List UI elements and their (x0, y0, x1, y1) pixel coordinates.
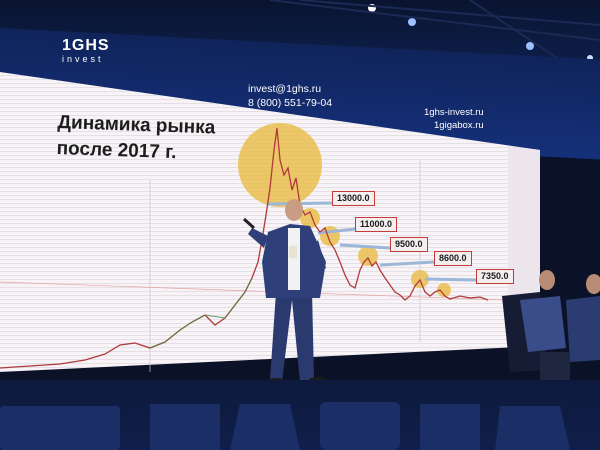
price-tag-9500: 9500.0 (390, 237, 428, 252)
price-tag-8600: 8600.0 (434, 251, 472, 266)
screen-surface (0, 72, 540, 372)
price-tag-11000: 11000.0 (355, 217, 398, 232)
stage-lights (269, 0, 600, 61)
contact-site-2: 1gigabox.ru (434, 120, 484, 131)
tag-connectors (267, 201, 477, 282)
price-tag-7350: 7350.0 (476, 269, 514, 284)
contact-email: invest@1ghs.ru (248, 83, 322, 95)
contact-site-1: 1ghs-invest.ru (424, 107, 484, 118)
price-line-uptrend (149, 277, 253, 349)
contact-block-right: 1ghs-invest.ru 1gigabox.ru (424, 106, 484, 132)
brand-logo: 1GHS invest (62, 37, 110, 65)
brand-sub: invest (62, 54, 104, 64)
contact-phone: 8 (800) 551-79-04 (248, 97, 333, 109)
stage-banner-letters (0, 402, 570, 450)
contact-block-left: invest@1ghs.ru 8 (800) 551-79-04 (248, 82, 332, 110)
price-tag-13000: 13000.0 (332, 191, 375, 206)
brand-name: 1GHS (62, 37, 110, 54)
